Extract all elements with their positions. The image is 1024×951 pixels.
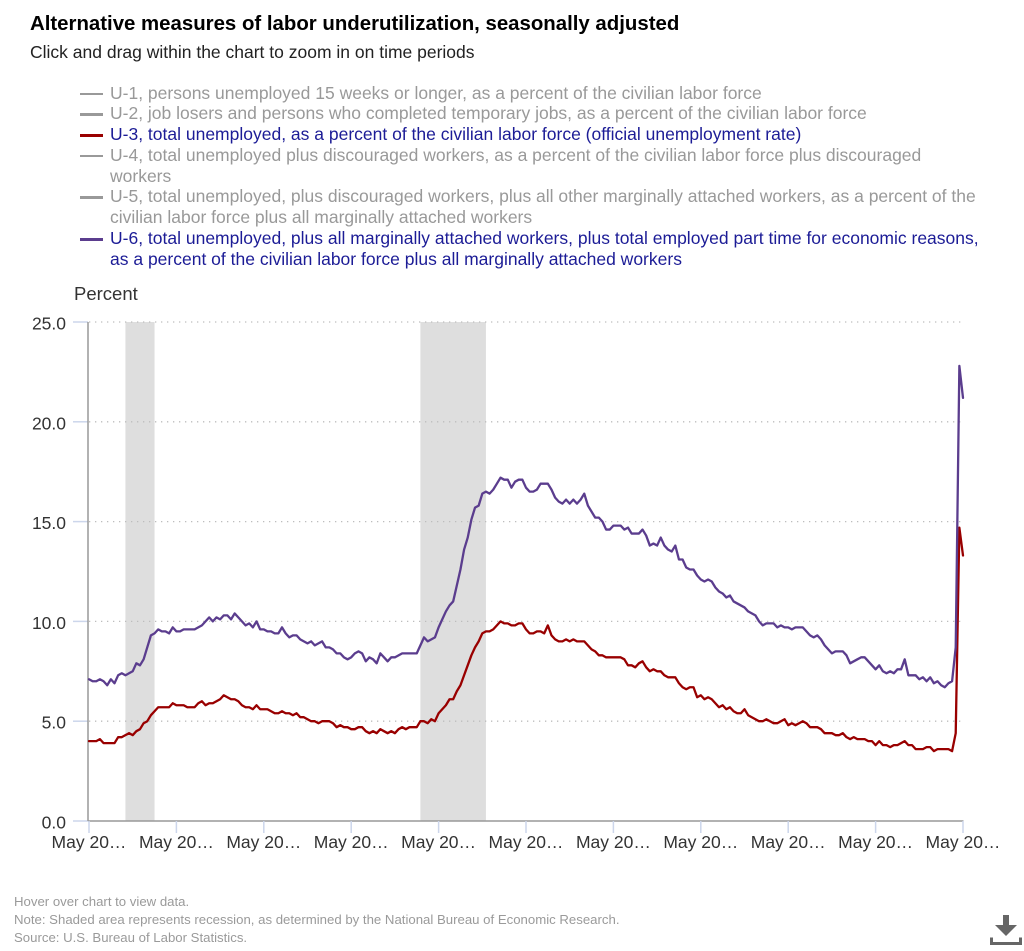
legend-line-icon <box>80 92 103 95</box>
x-tick-label: May 20… <box>663 832 738 852</box>
legend-item-u-4[interactable]: U-4, total unemployed plus discouraged w… <box>80 145 1000 187</box>
legend-item-u-5[interactable]: U-5, total unemployed, plus discouraged … <box>80 186 1000 228</box>
legend-line-icon <box>80 134 103 137</box>
x-tick-label: May 20… <box>576 832 651 852</box>
legend-label: U-4, total unemployed plus discouraged w… <box>110 144 922 186</box>
chart-footer: Hover over chart to view data. Note: Sha… <box>14 893 620 947</box>
chart-title: Alternative measures of labor underutili… <box>30 13 680 35</box>
legend-label: U-1, persons unemployed 15 weeks or long… <box>110 82 762 103</box>
x-tick-label: May 20… <box>751 832 826 852</box>
legend-item-u-3[interactable]: U-3, total unemployed, as a percent of t… <box>80 124 1000 145</box>
hover-hint: Hover over chart to view data. <box>14 894 190 909</box>
y-axis-title: Percent <box>74 283 138 304</box>
x-tick-label: May 20… <box>489 832 564 852</box>
x-tick-label: May 20… <box>401 832 476 852</box>
chart[interactable]: 0.0 5.0 10.0 15.0 20.0 25.0 May 20… May 20… May … <box>0 280 1024 870</box>
download-button[interactable] <box>988 912 1024 948</box>
legend-item-u-2[interactable]: U-2, job losers and persons who complete… <box>80 103 1000 124</box>
download-icon <box>990 915 1022 945</box>
legend: U-1, persons unemployed 15 weeks or long… <box>80 83 1000 270</box>
recession-note: Note: Shaded area represents recession, … <box>14 912 620 927</box>
series-line-u-6[interactable] <box>87 364 965 689</box>
legend-item-u-6[interactable]: U-6, total unemployed, plus all marginal… <box>80 228 1000 270</box>
y-tick-label: 15.0 <box>32 513 66 533</box>
legend-line-icon <box>80 238 103 241</box>
plot-area[interactable] <box>88 322 963 821</box>
x-tick-label: May 20… <box>226 832 301 852</box>
legend-line-icon <box>80 196 103 199</box>
y-tick-label: 20.0 <box>32 413 66 433</box>
legend-label: U-5, total unemployed, plus discouraged … <box>110 186 976 228</box>
x-tick-label: May 20… <box>926 832 1001 852</box>
y-tick-label: 25.0 <box>32 314 66 334</box>
x-tick-label: May 20… <box>314 832 389 852</box>
legend-label: U-2, job losers and persons who complete… <box>110 103 867 124</box>
y-tick-label: 5.0 <box>42 713 67 733</box>
legend-item-u-1[interactable]: U-1, persons unemployed 15 weeks or long… <box>80 83 1000 104</box>
recession-band <box>125 322 155 821</box>
series-line-u-3[interactable] <box>87 526 965 753</box>
source-note: Source: U.S. Bureau of Labor Statistics. <box>14 930 248 945</box>
legend-line-icon <box>80 113 103 116</box>
x-tick-label: May 20… <box>52 832 127 852</box>
legend-label: U-6, total unemployed, plus all marginal… <box>110 228 979 269</box>
legend-label: U-3, total unemployed, as a percent of t… <box>110 124 802 145</box>
chart-subtitle: Click and drag within the chart to zoom … <box>30 42 475 62</box>
y-tick-label: 0.0 <box>42 813 67 833</box>
x-tick-label: May 20… <box>838 832 913 852</box>
x-tick-label: May 20… <box>139 832 214 852</box>
recession-band <box>420 322 486 821</box>
y-tick-label: 10.0 <box>32 613 66 633</box>
legend-line-icon <box>80 154 103 158</box>
